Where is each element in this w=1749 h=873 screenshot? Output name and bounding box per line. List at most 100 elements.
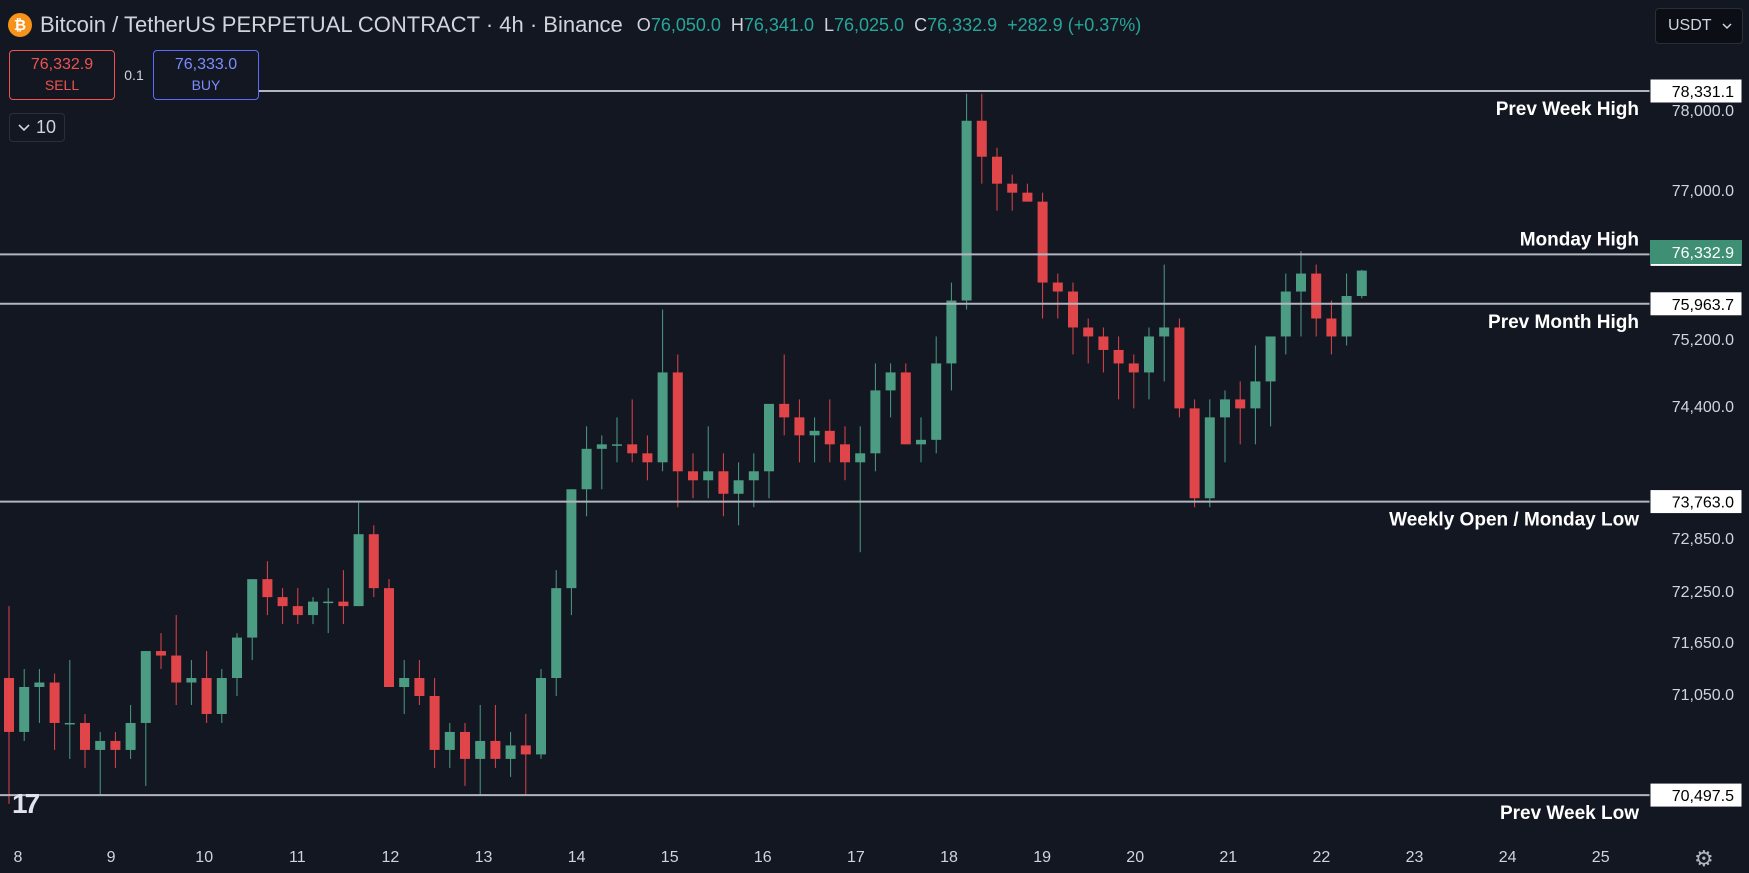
candle-body — [733, 480, 744, 494]
sell-label: SELL — [44, 77, 80, 93]
candle-body — [688, 471, 698, 481]
ohlc-readout: O76,050.0 H76,341.0 L76,025.0 C76,332.9 … — [637, 15, 1141, 36]
candle-body — [1204, 417, 1215, 499]
candle-body — [125, 722, 136, 750]
candle-body — [140, 651, 151, 723]
change-value: +282.9 (+0.37%) — [1007, 14, 1142, 35]
x-tick-label: 11 — [289, 849, 306, 866]
candle-body — [156, 651, 166, 656]
candle-body — [855, 453, 866, 463]
candle-body — [399, 678, 410, 688]
level-price-label: 78,331.1 — [1672, 84, 1734, 101]
sell-button[interactable]: 76,332.9 SELL — [9, 50, 115, 100]
high-label: H — [730, 14, 744, 35]
candle-body — [1235, 399, 1246, 409]
candle-body — [764, 403, 774, 472]
candle-body — [840, 444, 850, 463]
candle-body — [277, 597, 288, 607]
y-tick-label: 72,250.0 — [1672, 584, 1734, 601]
candle-body — [19, 687, 30, 732]
candle-body — [232, 637, 242, 679]
indicator-count: 10 — [36, 117, 57, 137]
candle-body — [1037, 201, 1048, 283]
candle-body — [1068, 291, 1078, 328]
settings-icon[interactable]: ⚙ — [1694, 846, 1714, 871]
level-price-label: 70,497.5 — [1672, 788, 1734, 805]
candle-body — [581, 448, 592, 490]
level-price-badge — [1649, 291, 1743, 317]
candle-body — [916, 439, 926, 445]
x-tick-label: 10 — [195, 849, 213, 866]
candle-body — [429, 695, 440, 750]
candle-body — [627, 444, 638, 454]
collapse-indicators-button[interactable]: 10 — [9, 113, 66, 142]
candle-body — [596, 444, 607, 449]
candle-body — [1296, 273, 1306, 292]
y-tick-label: 72,850.0 — [1672, 531, 1734, 548]
candle-body — [1144, 336, 1154, 373]
candle-body — [1280, 291, 1291, 337]
candle-body — [323, 601, 334, 604]
candle-body — [1265, 336, 1276, 382]
candle-body — [308, 601, 318, 616]
candle-body — [748, 471, 759, 481]
x-tick-label: 19 — [1033, 849, 1051, 866]
candle-body — [1174, 327, 1185, 409]
low-value: 76,025.0 — [833, 14, 905, 35]
candle-body — [338, 601, 349, 607]
candle-body — [931, 363, 942, 440]
x-tick-label: 25 — [1592, 849, 1610, 866]
level-label: Prev Month High — [1488, 312, 1639, 333]
candle-body — [703, 471, 714, 481]
buy-price: 76,333.0 — [174, 56, 238, 73]
x-tick-label: 8 — [14, 849, 23, 866]
high-value: 76,341.0 — [743, 14, 814, 35]
candle-body — [976, 120, 987, 157]
candle-body — [186, 678, 197, 683]
currency-value: USDT — [1668, 17, 1712, 34]
candle-body — [824, 430, 835, 445]
currency-selector[interactable]: USDT — [1655, 8, 1743, 44]
candle-body — [505, 745, 516, 759]
candle-body — [1341, 296, 1352, 337]
candle-body — [961, 120, 972, 301]
candle-body — [1311, 273, 1322, 319]
candle-body — [1128, 363, 1139, 373]
trade-panel: 76,332.9 SELL 0.1 76,333.0 BUY — [9, 50, 259, 100]
candle-body — [536, 678, 546, 755]
candle-body — [946, 300, 957, 364]
candle-body — [247, 579, 258, 638]
candle-body — [171, 655, 182, 683]
tradingview-logo[interactable]: 17 — [12, 788, 40, 819]
candle-body — [870, 390, 881, 454]
candle-body — [1250, 381, 1261, 409]
candle-body — [520, 745, 531, 755]
candle-body — [353, 534, 364, 607]
symbol-header: ₿ Bitcoin / TetherUS PERPETUAL CONTRACT … — [8, 8, 1141, 42]
symbol-title[interactable]: Bitcoin / TetherUS PERPETUAL CONTRACT · … — [40, 12, 623, 37]
candle-body — [216, 678, 227, 714]
candle-body — [551, 588, 562, 679]
level-label: Monday High — [1520, 229, 1639, 250]
candle-body — [34, 682, 45, 688]
x-tick-label: 18 — [940, 849, 958, 866]
candle-body — [1113, 349, 1124, 364]
candle-body — [490, 740, 501, 759]
y-tick-label: 78,000.0 — [1672, 103, 1734, 120]
buy-button[interactable]: 76,333.0 BUY — [153, 50, 259, 100]
candle-body — [110, 740, 121, 750]
x-tick-label: 20 — [1126, 849, 1144, 866]
x-tick-label: 23 — [1406, 849, 1424, 866]
candle-body — [718, 471, 729, 494]
level-price-label: 73,763.0 — [1672, 495, 1734, 512]
candle-body — [794, 417, 805, 436]
quantity-value[interactable]: 0.1 — [124, 67, 144, 83]
level-label: Prev Week High — [1496, 99, 1639, 120]
chevron-down-icon — [1722, 22, 1732, 29]
candle-body — [64, 722, 75, 725]
candle-body — [95, 740, 106, 750]
candle-body — [292, 606, 303, 616]
y-tick-label: 74,400.0 — [1672, 399, 1734, 416]
candle-body — [612, 444, 622, 446]
